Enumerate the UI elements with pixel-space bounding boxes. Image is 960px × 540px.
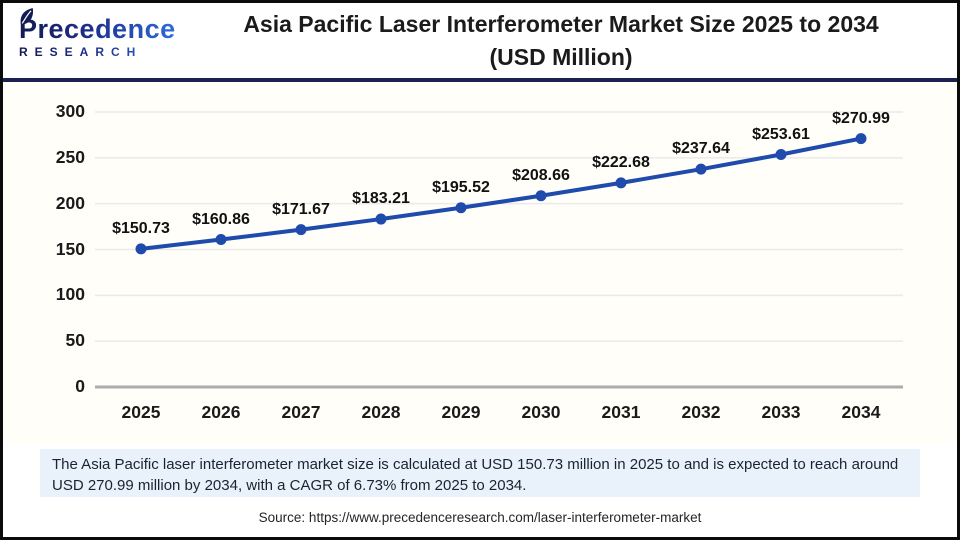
data-point-value-label: $208.66 [512,166,570,184]
x-axis-year-label: 2027 [281,402,321,422]
x-axis-year-label: 2030 [521,402,561,422]
y-axis-tick-label: 0 [75,376,85,396]
summary-text: The Asia Pacific laser interferometer ma… [52,456,899,494]
y-axis-tick-label: 150 [55,238,85,259]
x-axis-year-label: 2028 [361,402,401,422]
chart-title-line1: Asia Pacific Laser Interferometer Market… [243,11,879,37]
data-point-marker [615,177,627,189]
x-axis-year-label: 2034 [841,402,881,422]
y-axis-tick-label: 250 [55,146,85,167]
logo-subtitle-text: RESEARCH [19,46,176,58]
data-point-marker [775,149,787,161]
data-point-value-label: $237.64 [672,140,730,158]
summary-box: The Asia Pacific laser interferometer ma… [40,449,920,497]
y-axis-tick-label: 200 [55,192,85,213]
data-point-marker [455,202,467,214]
x-axis-year-label: 2032 [681,402,721,422]
y-axis-tick-label: 50 [65,330,85,351]
leaf-icon [20,8,34,26]
data-point-value-label: $270.99 [832,109,890,127]
data-point-value-label: $150.73 [112,219,170,237]
data-point-value-label: $222.68 [592,153,650,171]
x-axis-year-label: 2029 [441,402,481,422]
data-point-marker [375,213,387,225]
chart-title-line2: (USD Million) [489,44,633,70]
chart-title: Asia Pacific Laser Interferometer Market… [171,8,951,74]
data-point-value-label: $195.52 [432,178,490,196]
market-trend-line [139,136,863,251]
x-axis-year-label: 2026 [201,402,241,422]
chart-section: 0 50 100 150 200 250 300 $150.73 2025 $160.86 2026… [3,82,957,444]
x-axis-year-label: 2031 [601,402,641,422]
data-point-value-label: $183.21 [352,190,410,208]
data-point-marker [295,224,307,236]
data-point-marker [535,190,547,202]
y-axis-tick-label: 100 [55,284,85,305]
data-point-marker [855,133,867,145]
header: Precedence RESEARCH Asia Pacific Laser I… [3,3,957,82]
x-axis-year-label: 2033 [761,402,801,422]
source-line: Source: https://www.precedenceresearch.c… [258,510,702,525]
line-chart-canvas [95,111,903,389]
data-point-value-label: $171.67 [272,200,330,218]
data-point-value-label: $160.86 [192,210,250,228]
data-point-marker [695,163,707,175]
data-point-marker [135,243,147,255]
data-point-value-label: $253.61 [752,125,810,143]
data-point-marker [215,234,227,246]
y-axis-tick-label: 300 [55,101,85,121]
logo-brand-text: Precedence [19,14,176,44]
x-axis-year-label: 2025 [121,402,161,422]
brand-logo: Precedence RESEARCH [19,8,176,58]
